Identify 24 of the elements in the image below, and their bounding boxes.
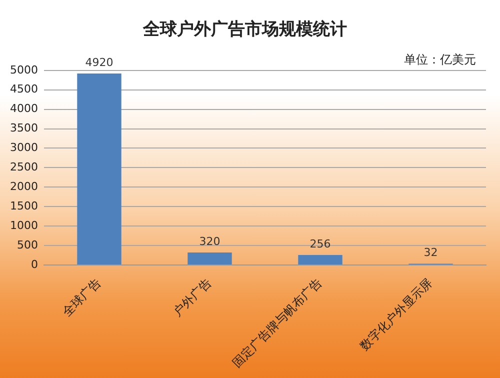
x-tick-label: 固定广告牌与帆布广告 (230, 275, 325, 370)
y-tick-label: 2500 (10, 160, 38, 174)
y-tick-label: 1500 (10, 199, 38, 212)
y-tick-label: 0 (30, 258, 38, 271)
y-tick-label: 4000 (10, 102, 38, 116)
data-label: 32 (424, 246, 438, 260)
x-tick-label: 户外广告 (170, 275, 214, 320)
y-tick-label: 1000 (10, 218, 38, 232)
bar (77, 74, 122, 264)
data-label: 4920 (85, 56, 114, 69)
y-tick-label: 3500 (10, 122, 38, 135)
bar (298, 255, 342, 264)
text: 单位：亿美元 (404, 52, 476, 67)
y-tick-label: 2000 (10, 180, 38, 193)
y-tick-label: 5000 (10, 63, 38, 76)
y-tick-label: 4500 (10, 82, 38, 96)
bar (188, 252, 232, 264)
y-tick-label: 500 (16, 238, 38, 252)
y-tick-label: 3000 (10, 141, 38, 154)
chart-title: 全球户外广告市场规模统计 (142, 20, 347, 40)
data-label: 256 (310, 237, 331, 250)
data-label: 320 (199, 234, 220, 248)
x-tick-label: 数字化户外显示屏 (357, 275, 436, 354)
x-tick-label: 全球广告 (60, 275, 104, 320)
